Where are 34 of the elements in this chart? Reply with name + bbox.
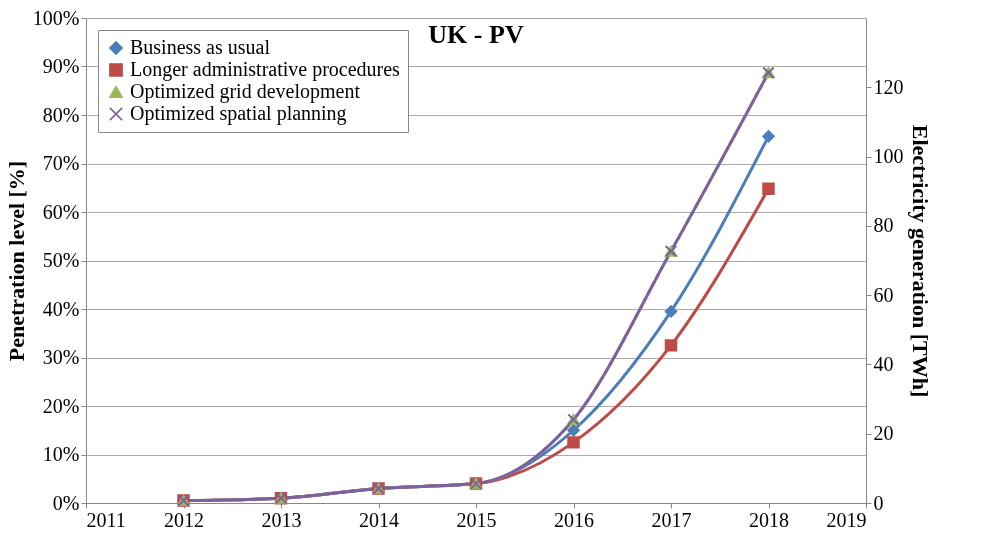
y2-tick-label: 0 (873, 491, 884, 514)
y2-axis-title: Electricity generation [TWh] (907, 124, 933, 398)
x-tick-label: 2017 (651, 508, 692, 531)
y-tick-label: 60% (42, 200, 80, 223)
y-tick-label: 20% (42, 394, 80, 417)
legend-label: Optimized grid development (130, 80, 361, 103)
legend-label: Longer administrative procedures (130, 58, 401, 81)
y2-tick-label: 80 (873, 214, 894, 237)
y2-tick-label: 40 (873, 352, 894, 375)
x-tick-label: 2018 (749, 508, 789, 531)
y2-tick-label: 120 (873, 75, 904, 98)
y-axis-title: Penetration level [%] (3, 160, 29, 362)
y-tick-label: 70% (42, 152, 80, 174)
legend-label: Business as usual (130, 36, 271, 58)
y-tick-label: 90% (42, 55, 80, 77)
x-tick-label: 2016 (554, 508, 594, 531)
y-tick-label: 30% (42, 346, 80, 368)
y-tick-label: 80% (42, 103, 80, 126)
legend-label: Optimized spatial planning (130, 102, 347, 125)
y-tick-label: 0% (52, 491, 80, 514)
y-tick-label: 50% (42, 249, 80, 271)
y-tick-label: 10% (42, 443, 80, 465)
y-tick-label: 40% (42, 297, 80, 320)
x-tick-label: 2014 (359, 508, 399, 531)
y2-tick-label: 60 (873, 283, 894, 306)
y2-tick-label: 20 (873, 422, 894, 445)
x-tick-label: 2019 (826, 508, 867, 531)
x-tick-label: 2015 (456, 508, 497, 531)
chart-title: UK - PV (428, 20, 524, 49)
x-tick-label: 2013 (261, 508, 302, 531)
y2-tick-label: 100 (873, 145, 904, 168)
x-tick-label: 2011 (86, 508, 126, 531)
y-tick-label: 100% (32, 6, 80, 29)
x-tick-label: 2012 (164, 508, 204, 531)
